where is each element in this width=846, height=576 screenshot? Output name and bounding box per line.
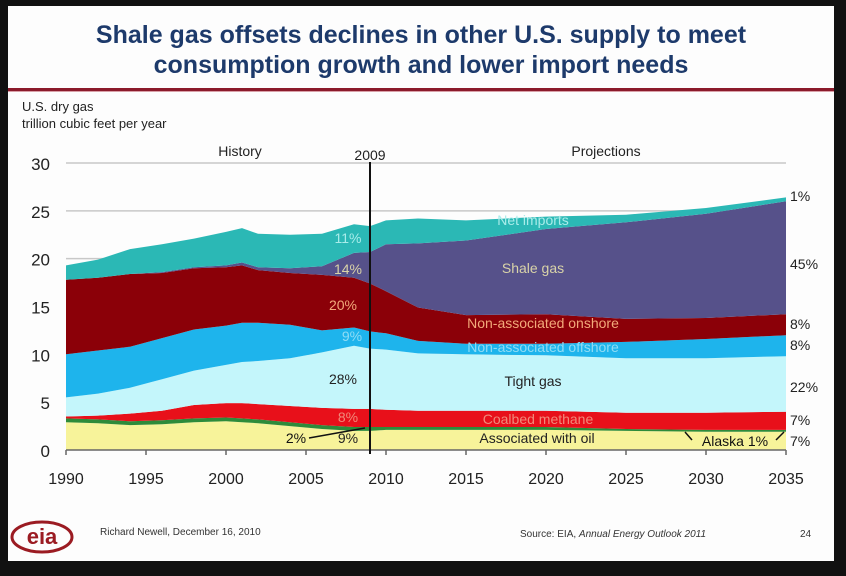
x-tick-label: 2025 — [608, 471, 644, 488]
share-2009-tight-gas: 28% — [329, 371, 357, 387]
eia-logo: eia — [8, 516, 78, 561]
share-2009-non-associated-offshore: 9% — [342, 328, 362, 344]
x-tick-label: 2030 — [688, 471, 724, 488]
share-2009-net-imports: 11% — [335, 230, 362, 246]
y-tick-label: 20 — [31, 251, 50, 270]
title-line-1: Shale gas offsets declines in other U.S.… — [95, 21, 747, 49]
y-tick-label: 25 — [31, 203, 50, 222]
history-label: History — [218, 143, 262, 159]
x-tick-label: 2015 — [448, 471, 484, 488]
slide-title: Shale gas offsets declines in other U.S.… — [8, 20, 834, 80]
series-label-net-imports: Net imports — [497, 212, 569, 228]
share-2009-alaska: 2% — [286, 430, 306, 446]
y-tick-label: 15 — [31, 299, 50, 318]
area-shale-gas — [66, 201, 786, 319]
area-layers — [66, 197, 786, 450]
share-2035-non-associated-onshore: 8% — [790, 316, 810, 332]
alaska-2009-arrow — [308, 427, 366, 439]
y-tick-label: 5 — [41, 394, 50, 413]
share-2009-associated-with-oil: 9% — [338, 430, 358, 446]
x-tick-label: 1995 — [128, 471, 164, 488]
share-2035-non-associated-offshore: 8% — [790, 337, 810, 353]
area-tight-gas — [66, 345, 786, 417]
area-net-imports — [66, 197, 786, 280]
y-tick-label: 0 — [41, 442, 50, 461]
footer-source-prefix: Source: EIA, — [520, 529, 579, 540]
share-2035-shale-gas: 45% — [790, 256, 818, 272]
divider-year-label: 2009 — [354, 147, 385, 163]
series-label-non-associated-onshore: Non-associated onshore — [467, 315, 619, 331]
share-2009-shale-gas: 14% — [334, 261, 362, 277]
series-label-tight-gas: Tight gas — [504, 373, 561, 389]
share-2035-tight-gas: 22% — [790, 379, 818, 395]
y-tick-label: 10 — [31, 346, 50, 365]
area-coalbed-methane — [66, 403, 786, 430]
x-tick-label: 2005 — [288, 471, 324, 488]
y-tick-label: 30 — [31, 155, 50, 174]
series-label-coalbed-methane: Coalbed methane — [483, 411, 594, 427]
page-number: 24 — [800, 529, 812, 540]
series-label-alaska: Alaska 1% — [702, 433, 768, 449]
x-tick-label: 1990 — [48, 471, 84, 488]
eia-logo-icon: eia — [10, 520, 74, 554]
title-divider — [8, 88, 834, 91]
title-divider-shadow — [8, 91, 834, 92]
footer-author: Richard Newell, December 16, 2010 — [100, 527, 261, 538]
x-tick-label: 2000 — [208, 471, 244, 488]
y-axis-label-line-1: U.S. dry gas — [22, 99, 94, 114]
area-non-associated-offshore — [66, 322, 786, 398]
y-axis-label: U.S. dry gas trillion cubic feet per yea… — [22, 98, 167, 132]
area-associated-with-oil — [66, 421, 786, 450]
area-non-associated-onshore — [66, 265, 786, 355]
title-line-2: consumption growth and lower import need… — [153, 51, 689, 79]
footer-source: Source: EIA, Annual Energy Outlook 2011 — [520, 529, 706, 540]
y-axis-label-line-2: trillion cubic feet per year — [22, 116, 167, 131]
area-alaska — [66, 417, 786, 432]
series-label-shale-gas: Shale gas — [502, 260, 564, 276]
x-tick-label: 2020 — [528, 471, 564, 488]
share-2009-coalbed-methane: 8% — [338, 409, 358, 425]
share-2035-coalbed-methane: 7% — [790, 412, 810, 428]
series-label-non-associated-offshore: Non-associated offshore — [467, 339, 619, 355]
share-2035-net-imports: 1% — [790, 188, 810, 204]
alaska-arrow-left — [684, 431, 693, 441]
series-label-associated-with-oil: Associated with oil — [479, 430, 594, 446]
alaska-arrow-right — [775, 431, 785, 441]
share-2035-associated-with-oil: 7% — [790, 433, 810, 449]
series-labels: Associated with oil 9% 7% 2% Coalbed methane… — [286, 188, 818, 449]
eia-logo-text: eia — [27, 524, 58, 549]
share-2009-non-associated-onshore: 20% — [329, 297, 357, 313]
x-tick-label: 2035 — [768, 471, 804, 488]
footer-source-title: Annual Energy Outlook 2011 — [578, 529, 707, 540]
x-tick-label: 2010 — [368, 471, 404, 488]
projections-label: Projections — [571, 143, 640, 159]
